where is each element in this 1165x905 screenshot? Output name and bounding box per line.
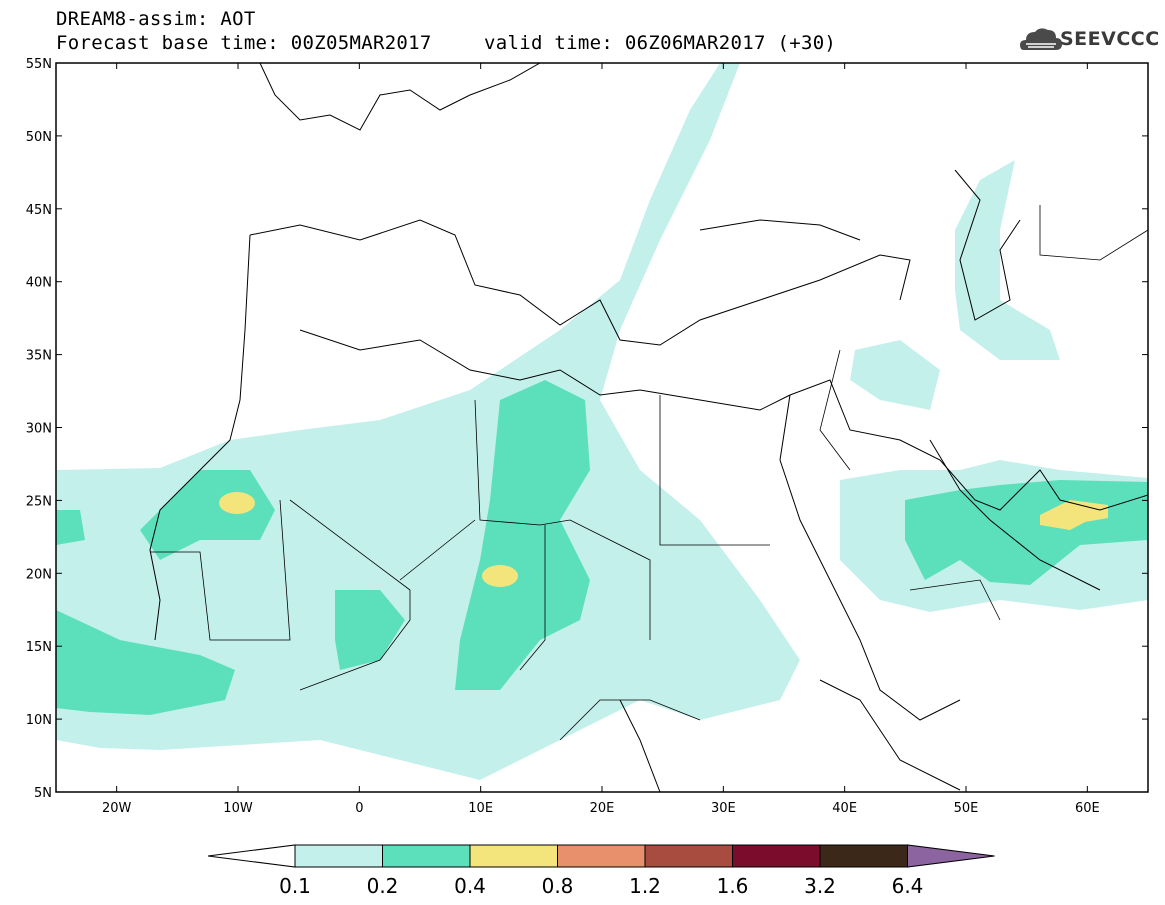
lat-tick-label: 50N	[26, 130, 52, 145]
colorbar-label: 0.4	[454, 874, 486, 898]
lat-tick-label: 40N	[26, 276, 52, 291]
lat-tick-label: 55N	[26, 57, 52, 72]
lat-tick-label: 15N	[26, 640, 52, 655]
colorbar-label: 3.2	[804, 874, 836, 898]
lat-tick-label: 30N	[26, 422, 52, 437]
colorbar-label: 0.8	[542, 874, 574, 898]
latitude-axis: 55N 50N 45N 40N 35N 30N 25N 20N 15N 10N 5N	[26, 57, 1148, 801]
colorbar-label: 0.1	[279, 874, 311, 898]
colorbar-segment	[294, 844, 383, 868]
lon-tick-label: 40E	[832, 801, 857, 816]
lat-tick-label: 25N	[26, 494, 52, 509]
colorbar-segment	[469, 844, 558, 868]
map-title: DREAM8-assim: AOT	[56, 8, 256, 30]
lon-tick-label: 0	[355, 801, 363, 816]
colorbar-label: 1.2	[629, 874, 661, 898]
aot-band-mid-morocco-coast	[56, 510, 85, 545]
aot-band-low-caspian	[955, 160, 1060, 360]
lon-tick-label: 30E	[711, 801, 736, 816]
colorbar-label: 6.4	[892, 874, 924, 898]
lat-tick-label: 45N	[26, 203, 52, 218]
aot-band-low-iraq	[850, 340, 940, 410]
lat-tick-label: 5N	[34, 786, 52, 801]
country-borders	[150, 205, 1148, 741]
coastlines	[149, 63, 1148, 792]
forecast-base-time: Forecast base time: 00Z05MAR2017	[56, 32, 432, 54]
colorbar: 0.1 0.2 0.4 0.8 1.2 1.6 3.2 6.4	[207, 844, 995, 898]
colorbar-label: 0.2	[367, 874, 399, 898]
lon-tick-label: 50E	[954, 801, 979, 816]
logo-text: SEEVCCC	[1060, 28, 1160, 50]
aot-field	[56, 63, 1148, 792]
colorbar-segment	[557, 844, 646, 868]
aot-band-mid-west	[56, 610, 235, 715]
colorbar-under-arrow	[207, 844, 296, 868]
aot-band-low	[56, 63, 800, 780]
colorbar-over-arrow	[907, 844, 995, 868]
colorbar-segment	[819, 844, 908, 868]
aot-band-high-sahara	[219, 492, 255, 514]
lon-tick-label: 20W	[102, 801, 132, 816]
lon-tick-label: 10E	[468, 801, 493, 816]
aot-band-high-niger	[482, 565, 518, 587]
valid-time: valid time: 06Z06MAR2017 (+30)	[484, 32, 837, 54]
cloud-icon	[1020, 28, 1062, 50]
colorbar-segment	[382, 844, 471, 868]
lat-tick-label: 10N	[26, 713, 52, 728]
aot-band-mid-central	[455, 380, 590, 690]
lon-tick-label: 10W	[223, 801, 253, 816]
lat-tick-label: 20N	[26, 567, 52, 582]
aot-band-mid-mali	[335, 590, 405, 670]
lat-tick-label: 35N	[26, 349, 52, 364]
longitude-axis: 20W 10W 0 10E 20E 30E 40E 50E 60E	[102, 63, 1100, 816]
colorbar-segment	[732, 844, 821, 868]
colorbar-segment	[644, 844, 733, 868]
lon-tick-label: 60E	[1075, 801, 1100, 816]
lon-tick-label: 20E	[590, 801, 615, 816]
colorbar-label: 1.6	[717, 874, 749, 898]
